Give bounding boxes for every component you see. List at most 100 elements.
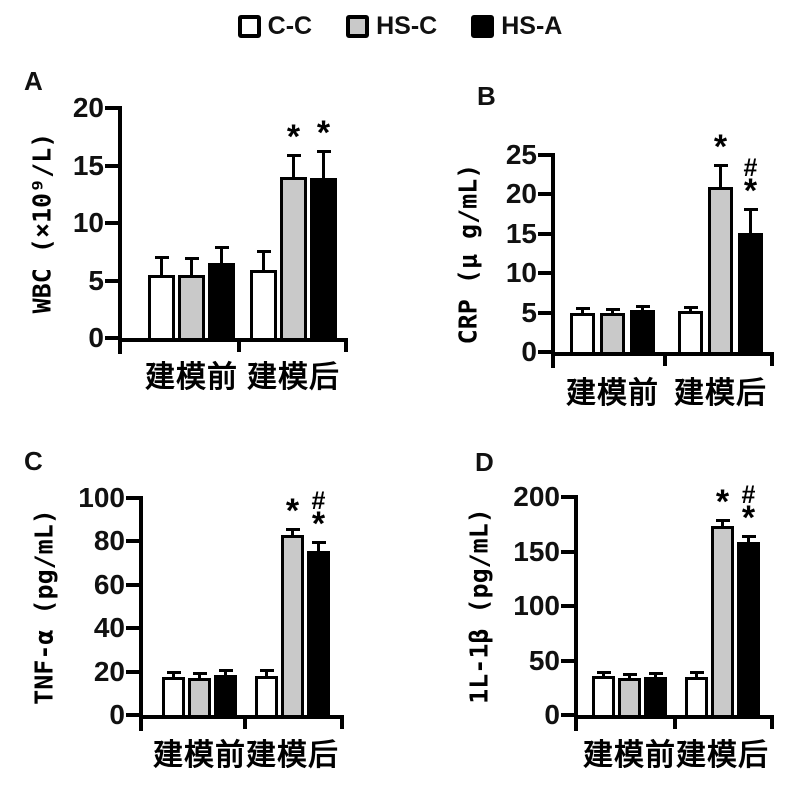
star-marker: *: [741, 499, 756, 537]
y-tick-label: 100: [513, 590, 560, 621]
legend-swatch-icon: [237, 15, 261, 38]
error-bar: [721, 522, 724, 529]
y-axis-tick: [126, 496, 139, 500]
bar-HS-A: [307, 551, 330, 718]
y-tick-label: 0: [109, 699, 125, 730]
bar-HS-C: [711, 526, 734, 718]
bar-C-C: [678, 311, 703, 355]
error-bar-cap: [713, 164, 728, 167]
error-bar-cap: [166, 671, 181, 674]
error-bar-cap: [214, 246, 229, 249]
y-tick-label: 25: [505, 139, 537, 170]
error-bar-cap: [575, 307, 590, 310]
y-axis-tick: [538, 350, 551, 354]
y-axis-tick: [105, 221, 118, 225]
bar-C-C: [250, 270, 277, 341]
y-axis-tick: [561, 495, 574, 499]
error-bar-cap: [622, 673, 637, 676]
legend-item-1: HS-C: [346, 12, 437, 41]
bar-HS-C: [178, 275, 205, 341]
x-axis-tick: [673, 717, 677, 729]
star-marker: *: [286, 118, 301, 156]
error-bar-cap: [256, 250, 271, 253]
y-tick-label: 50: [528, 645, 560, 676]
error-bar-cap: [635, 305, 650, 308]
y-axis-tick: [126, 626, 139, 630]
y-tick-label: 5: [88, 265, 104, 296]
x-category-label: 建模前: [583, 739, 676, 772]
y-tick-label: 150: [513, 536, 560, 567]
legend-item-2: HS-A: [471, 12, 562, 41]
y-tick-label: 20: [505, 178, 537, 209]
significance-marker: *: [299, 114, 349, 152]
y-tick-label: 80: [93, 525, 125, 556]
star-marker: *: [713, 128, 728, 166]
y-axis-tick: [561, 713, 574, 717]
error-bar-cap: [218, 669, 233, 672]
x-category-label: 建模前: [153, 739, 246, 772]
y-tick-label: 15: [505, 218, 537, 249]
significance-marker: *: [269, 118, 319, 156]
error-bar: [689, 309, 692, 314]
chart-legend: C-C HS-C HS-A: [0, 12, 800, 41]
y-axis-tick: [105, 106, 118, 110]
error-bar-cap: [683, 306, 698, 309]
bar-HS-A: [737, 542, 760, 718]
star-marker: *: [316, 114, 331, 152]
star-marker: *: [715, 483, 730, 521]
panel-A: A WBC (×10⁹/L) 0 5 10 15 20 建模前 * * 建模后: [0, 55, 400, 400]
bar-HS-A: [214, 675, 237, 718]
legend-item-label: HS-A: [501, 12, 563, 40]
y-axis-line: [139, 496, 143, 731]
panel-label-D: D: [475, 447, 494, 477]
error-bar-cap: [743, 208, 758, 211]
error-bar-cap: [316, 150, 331, 153]
y-tick-label: 0: [88, 322, 104, 353]
x-axis-tick: [344, 340, 348, 352]
significance-marker: # *: [726, 156, 776, 209]
y-tick-label: 60: [93, 569, 125, 600]
y-tick-label: 0: [521, 336, 537, 367]
error-bar: [291, 531, 294, 538]
bar-C-C: [685, 677, 708, 718]
legend-swatch-icon: [346, 15, 370, 38]
error-bar-cap: [184, 257, 199, 260]
error-bar-cap: [715, 519, 730, 522]
y-tick-label: 15: [72, 150, 104, 181]
error-bar: [641, 308, 644, 313]
bar-HS-A: [310, 178, 337, 341]
legend-item-label: C-C: [267, 12, 313, 40]
y-axis-tick: [105, 164, 118, 168]
significance-marker: *: [698, 483, 748, 521]
y-axis-tick: [126, 713, 139, 717]
bar-HS-C: [618, 678, 641, 718]
error-bar: [160, 259, 163, 278]
y-axis-tick: [105, 336, 118, 340]
error-bar: [317, 544, 320, 554]
error-bar: [749, 211, 752, 236]
error-bar: [172, 674, 175, 680]
error-bar-cap: [154, 256, 169, 259]
y-axis-line: [574, 495, 578, 731]
error-bar: [654, 675, 657, 680]
star-marker: *: [311, 505, 326, 543]
error-bar-cap: [285, 528, 300, 531]
x-category-label: 建模后: [247, 361, 340, 394]
bar-HS-A: [644, 677, 667, 718]
error-bar-cap: [741, 535, 756, 538]
error-bar: [198, 675, 201, 681]
hash-marker: #: [741, 481, 756, 509]
y-axis-tick: [126, 583, 139, 587]
panel-C: C TNF-α (pg/mL) 0 20 40 60 80 100 建模前 * # * 建模后: [0, 430, 400, 785]
x-axis-tick: [243, 717, 247, 729]
y-axis-tick: [126, 539, 139, 543]
error-bar: [265, 672, 268, 679]
x-axis-tick: [770, 354, 774, 366]
bar-C-C: [570, 313, 595, 355]
error-bar-cap: [605, 308, 620, 311]
error-bar: [190, 260, 193, 278]
y-axis-tick: [561, 604, 574, 608]
x-axis-tick: [340, 717, 344, 729]
error-bar-cap: [259, 669, 274, 672]
